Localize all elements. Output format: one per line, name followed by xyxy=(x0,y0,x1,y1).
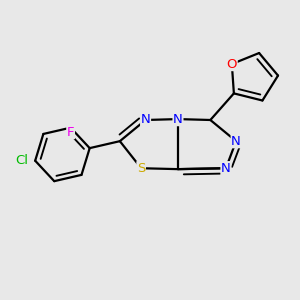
Text: N: N xyxy=(231,135,241,148)
Text: S: S xyxy=(137,162,146,175)
Text: N: N xyxy=(221,162,231,175)
Text: N: N xyxy=(173,112,183,126)
Text: F: F xyxy=(67,126,74,139)
Text: Cl: Cl xyxy=(15,154,28,167)
Text: O: O xyxy=(226,58,237,70)
Text: N: N xyxy=(141,113,151,127)
